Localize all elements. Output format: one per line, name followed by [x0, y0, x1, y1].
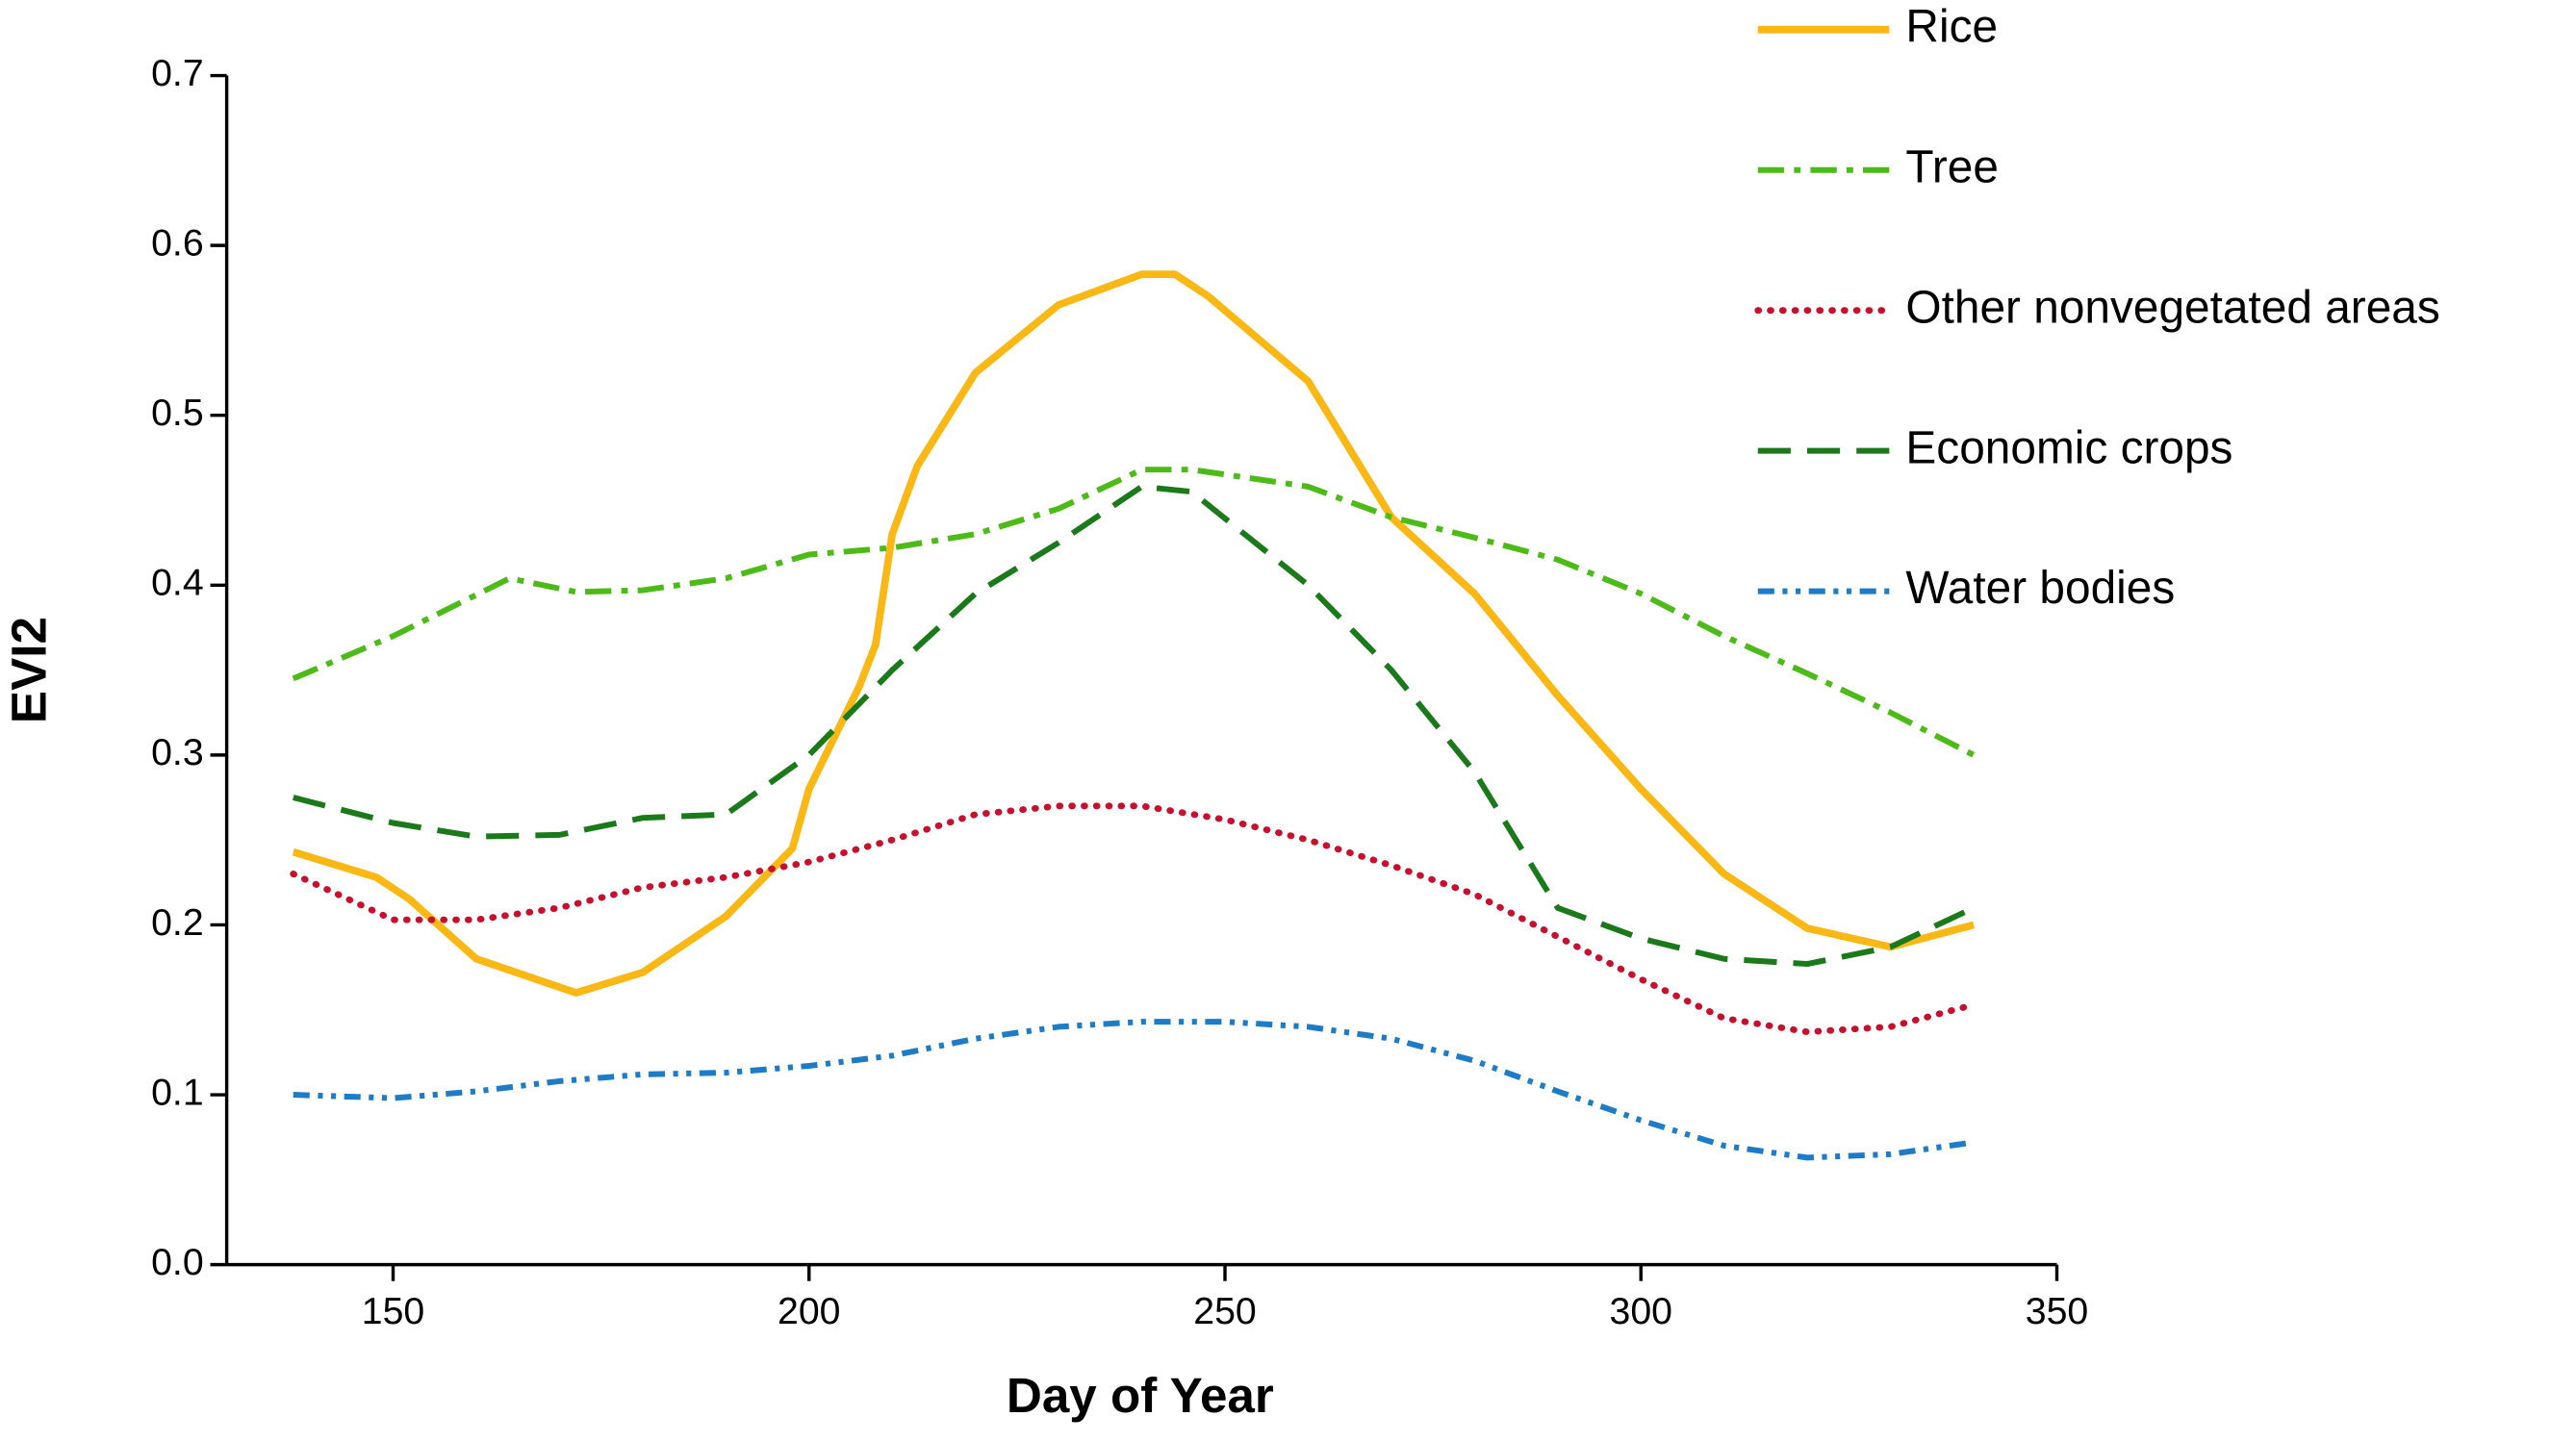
legend-label: Tree — [1905, 141, 1999, 192]
x-axis-title: Day of Year — [1007, 1368, 1274, 1423]
legend-label: Water bodies — [1905, 563, 2175, 614]
y-tick-label: 0.4 — [151, 562, 204, 604]
y-tick-label: 0.7 — [151, 52, 204, 94]
x-tick-label: 350 — [2026, 1290, 2088, 1332]
series-line — [292, 467, 1976, 758]
y-axis-title: EVI2 — [2, 617, 57, 723]
x-tick-label: 250 — [1193, 1290, 1256, 1332]
series-line — [290, 802, 1977, 1036]
y-tick-label: 0.1 — [151, 1071, 204, 1113]
series-line — [292, 270, 1976, 997]
x-tick-label: 300 — [1610, 1290, 1672, 1332]
x-tick-label: 150 — [362, 1290, 424, 1332]
series-line — [293, 1019, 1975, 1161]
y-tick-label: 0.3 — [151, 731, 204, 773]
x-tick-label: 200 — [778, 1290, 840, 1332]
series-line — [293, 483, 1976, 968]
y-tick-label: 0.6 — [151, 221, 204, 264]
y-tick-label: 0.0 — [151, 1241, 204, 1283]
y-tick-label: 0.5 — [151, 392, 204, 434]
legend-label: Economic crops — [1905, 422, 2232, 473]
legend-label: Other nonvegetated areas — [1905, 282, 2439, 333]
legend-label: Rice — [1905, 1, 1998, 52]
y-tick-label: 0.2 — [151, 901, 204, 944]
